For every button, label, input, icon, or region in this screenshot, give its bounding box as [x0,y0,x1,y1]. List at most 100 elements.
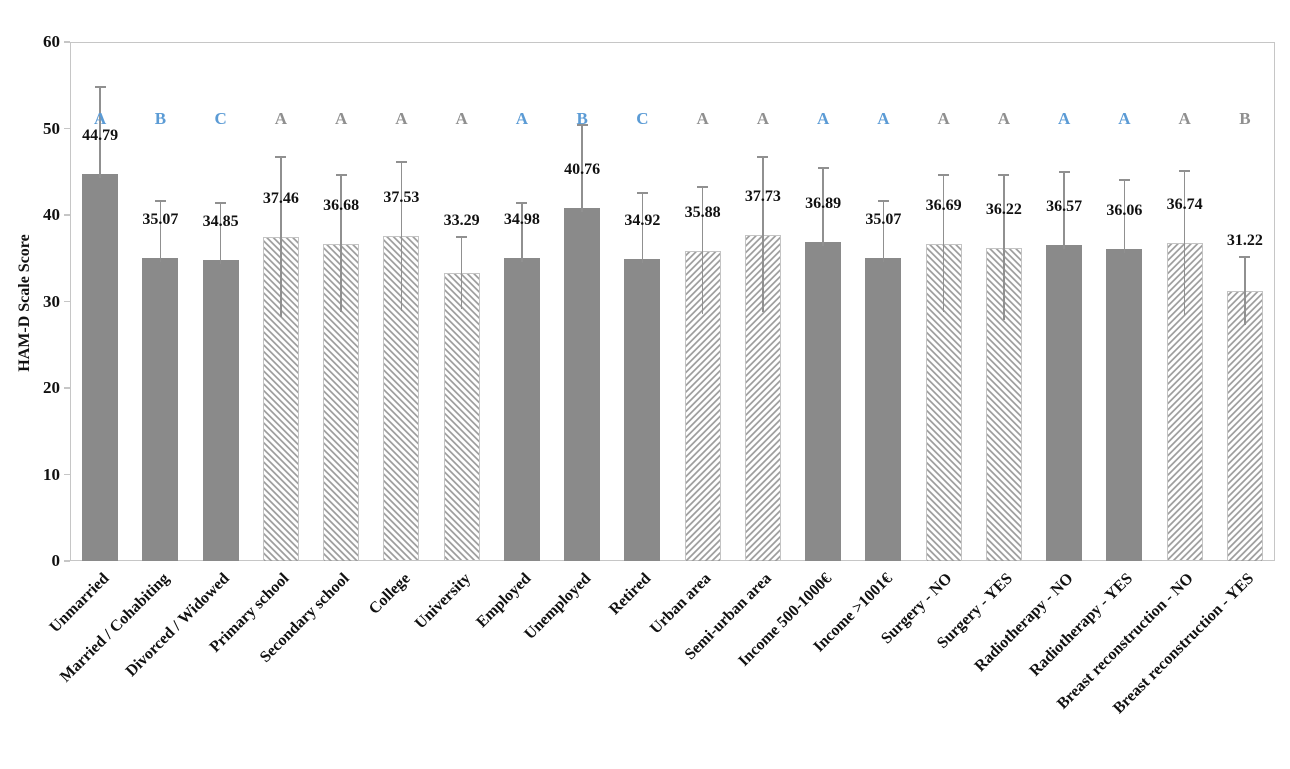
bar [202,259,239,561]
significance-letter: A [937,109,950,128]
value-label: 37.46 [262,189,299,207]
error-bar [822,168,824,246]
value-label: 34.92 [624,211,661,229]
significance-letter: A [515,109,529,128]
error-bar-cap [817,167,829,170]
bar [1226,290,1263,561]
significance-letter: A [696,109,709,128]
significance-letter: B [1239,109,1251,128]
value-label: 36.57 [1046,197,1083,215]
bar [744,234,781,561]
error-bar [1003,175,1005,321]
bar [1106,249,1143,561]
error-bar [641,193,644,263]
bar [142,257,179,561]
error-bar [99,87,101,178]
significance-letter: A [334,109,348,128]
bar [564,208,601,561]
bar [1046,244,1083,561]
y-tick-label: 50 [43,118,60,138]
value-label: 35.88 [684,203,721,221]
hatch-pattern [444,274,479,561]
category-label: Divorced / Widowed [122,570,233,681]
y-tick-label: 30 [43,291,60,311]
error-bar-cap [94,86,106,89]
value-label: 37.73 [744,187,781,205]
significance-letter: A [816,109,830,128]
error-bar-cap [1058,171,1070,173]
y-tick-label: 20 [43,378,60,397]
significance-letter: A [395,109,408,128]
value-label: 34.98 [503,211,540,229]
error-bar [340,175,342,313]
significance-letter: A [1118,109,1131,128]
y-tick-label: 0 [51,551,61,570]
significance-letter: A [756,109,770,128]
y-tick-mark [64,300,70,303]
y-tick-mark [64,41,70,43]
significance-letter: C [214,109,227,128]
significance-letter: A [877,109,890,128]
category-label: Retired [606,570,655,619]
error-bar [942,175,945,312]
value-label: 37.53 [383,189,420,207]
value-label: 36.22 [985,200,1022,218]
value-label: 36.89 [805,194,842,212]
value-label: 33.29 [443,211,480,229]
category-label: College [365,570,414,618]
error-bar [1244,257,1246,325]
y-tick-mark [64,127,70,130]
significance-letter: B [576,109,588,128]
error-bar [1123,179,1126,254]
value-label: 31.22 [1226,232,1263,250]
value-label: 34.85 [202,212,239,230]
error-bar [460,236,463,310]
error-bar-cap [636,192,648,195]
bar [925,243,962,561]
error-bar [521,203,523,263]
significance-letter: A [997,109,1011,128]
error-bar-cap [1179,170,1191,173]
plot-frame [70,42,1275,561]
category-label: University [411,570,474,633]
error-bar [581,125,583,213]
value-label: 35.07 [865,210,902,228]
significance-letter: C [636,109,649,128]
value-label: 36.68 [323,196,360,214]
error-bar-cap [877,199,889,202]
error-bar-cap [1118,178,1130,181]
error-bar-cap [1239,256,1251,259]
error-bar-cap [456,235,468,238]
y-tick-mark [64,214,70,216]
error-bar [1063,172,1065,249]
error-bar-cap [275,156,287,159]
error-bar [882,200,885,262]
bar [82,173,119,561]
significance-letter: A [274,109,288,128]
error-bar [400,161,403,311]
error-bar [762,156,764,313]
bar [985,247,1022,561]
value-label: 40.76 [564,161,601,179]
category-label: Married / Cohabiting [56,570,173,686]
value-label: 36.74 [1166,196,1203,214]
error-bar-cap [154,199,166,202]
error-bar-cap [215,202,227,205]
error-bar [280,157,282,317]
bar [865,257,902,561]
error-bar [159,200,162,262]
value-label: 36.69 [925,196,962,214]
value-label: 36.06 [1106,202,1143,220]
error-bar-cap [576,124,588,127]
significance-letter: B [154,109,167,128]
significance-letter: A [1057,109,1071,128]
significance-letter: A [455,109,468,128]
error-bar-cap [757,155,769,158]
error-bar-cap [516,202,528,205]
error-bar-cap [697,186,709,189]
y-tick-mark [64,560,70,562]
error-bar [219,203,222,264]
value-label: 35.07 [142,210,179,228]
y-tick-label: 40 [43,205,60,224]
